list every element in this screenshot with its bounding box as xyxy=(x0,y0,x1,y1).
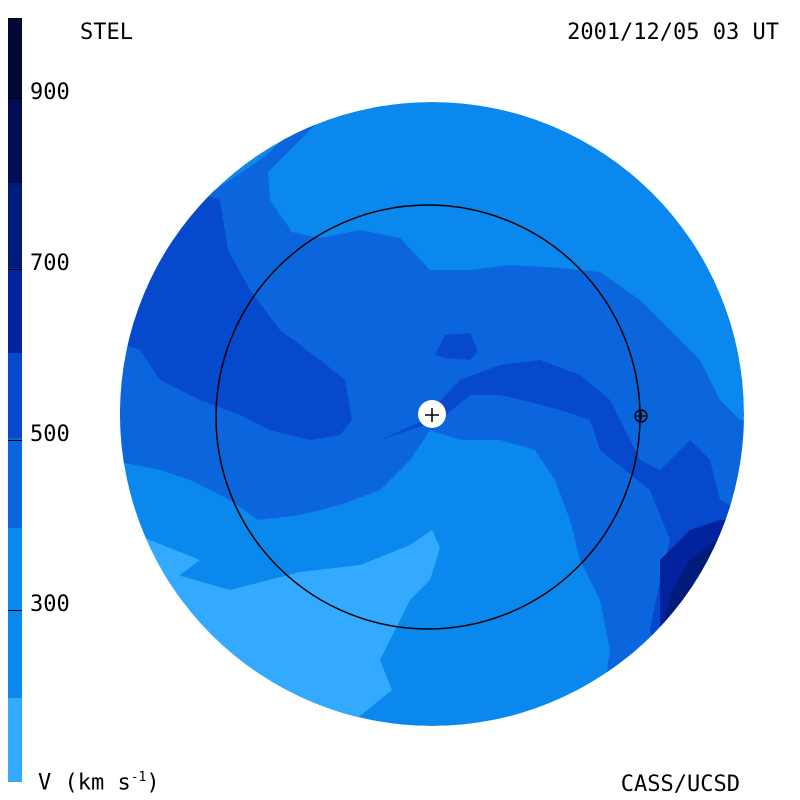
units-label: V (km s-1) xyxy=(38,770,160,795)
tick-label: 500 xyxy=(30,422,70,447)
region-600-left xyxy=(120,190,352,440)
tick-label: 300 xyxy=(30,592,70,617)
region-600-blob xyxy=(435,333,478,360)
units-exponent: -1 xyxy=(130,770,147,785)
timestamp-label: 2001/12/05 03 UT xyxy=(567,20,779,45)
tick-mark xyxy=(8,269,22,270)
orbit-circle xyxy=(215,204,641,630)
credit-label: CASS/UCSD xyxy=(620,772,740,797)
tick-mark xyxy=(8,440,22,441)
tick-mark xyxy=(8,610,22,611)
colorbar-band-3 xyxy=(8,183,22,268)
colorbar-band-2 xyxy=(8,98,22,183)
colorbar-band-6 xyxy=(8,438,22,528)
tick-mark xyxy=(8,98,22,99)
colorbar-band-7 xyxy=(8,528,22,698)
colorbar-band-8 xyxy=(8,698,22,782)
colorbar-band-5 xyxy=(8,353,22,438)
tick-label: 700 xyxy=(30,251,70,276)
observatory-label: STEL xyxy=(80,20,133,45)
tick-label: 900 xyxy=(30,80,70,105)
velocity-colorbar xyxy=(8,18,22,782)
units-main: V (km s xyxy=(38,770,131,796)
units-close: ) xyxy=(146,770,160,796)
colorbar-band-1 xyxy=(8,18,22,98)
colorbar-band-4 xyxy=(8,268,22,353)
